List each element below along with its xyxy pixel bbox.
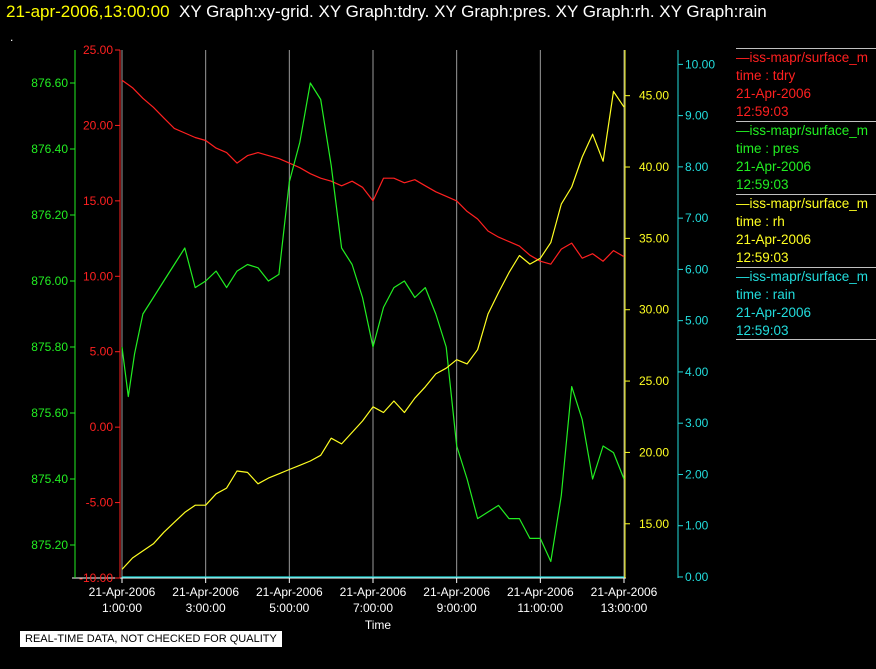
rain-tick-label: 2.00 xyxy=(685,467,709,481)
tdry-tick-label: 10.00 xyxy=(83,269,113,283)
pres-tick-label: 876.00 xyxy=(31,274,68,288)
x-tick-time: 7:00:00 xyxy=(353,601,393,615)
tdry-tick-label: -5.00 xyxy=(86,496,114,510)
pres-tick-label: 876.60 xyxy=(31,76,68,90)
qc-disclaimer: REAL-TIME DATA, NOT CHECKED FOR QUALITY xyxy=(20,631,282,647)
tdry-tick-label: -10.00 xyxy=(79,571,113,585)
x-tick-date: 21-Apr-2006 xyxy=(507,585,574,599)
x-tick-time: 5:00:00 xyxy=(269,601,309,615)
legend-date: 21-Apr-2006 xyxy=(736,86,812,101)
legend-date: 21-Apr-2006 xyxy=(736,159,812,174)
x-tick-date: 21-Apr-2006 xyxy=(89,585,156,599)
x-tick-date: 21-Apr-2006 xyxy=(591,585,658,599)
rain-tick-label: 0.00 xyxy=(685,570,709,584)
rh-tick-label: 45.00 xyxy=(639,89,669,103)
x-tick-time: 9:00:00 xyxy=(437,601,477,615)
rh-tick-label: 40.00 xyxy=(639,160,669,174)
rh-tick-label: 15.00 xyxy=(639,517,669,531)
rain-tick-label: 1.00 xyxy=(685,519,709,533)
tdry-tick-label: 20.00 xyxy=(83,118,113,132)
graph-list: XY Graph:xy-grid. XY Graph:tdry. XY Grap… xyxy=(178,2,767,21)
series-line-tdry xyxy=(121,79,625,265)
x-axis-label: Time xyxy=(365,618,392,632)
rain-tick-label: 10.00 xyxy=(685,57,715,71)
x-tick-date: 21-Apr-2006 xyxy=(423,585,490,599)
x-tick-time: 3:00:00 xyxy=(186,601,226,615)
rain-tick-label: 8.00 xyxy=(685,160,709,174)
legend-time: 12:59:03 xyxy=(736,104,789,119)
legend-time: 12:59:03 xyxy=(736,250,789,265)
rain-tick-label: 6.00 xyxy=(685,262,709,276)
x-tick-date: 21-Apr-2006 xyxy=(172,585,239,599)
marker: . xyxy=(10,30,14,44)
legend-var: time : tdry xyxy=(736,68,796,83)
legend-date: 21-Apr-2006 xyxy=(736,232,812,247)
rain-tick-label: 5.00 xyxy=(685,314,709,328)
rain-tick-label: 9.00 xyxy=(685,109,709,123)
rh-tick-label: 25.00 xyxy=(639,374,669,388)
legend-date: 21-Apr-2006 xyxy=(736,305,812,320)
pres-tick-label: 876.40 xyxy=(31,142,68,156)
rain-tick-label: 4.00 xyxy=(685,365,709,379)
legend-var: time : rain xyxy=(736,287,796,302)
rh-tick-label: 35.00 xyxy=(639,231,669,245)
x-tick-date: 21-Apr-2006 xyxy=(256,585,323,599)
legend-var: time : pres xyxy=(736,141,800,156)
tdry-tick-label: 15.00 xyxy=(83,194,113,208)
timestamp: 21-apr-2006,13:00:00 xyxy=(6,2,170,21)
rain-tick-label: 3.00 xyxy=(685,416,709,430)
tdry-tick-label: 0.00 xyxy=(90,420,114,434)
legend-time: 12:59:03 xyxy=(736,323,789,338)
legend-time: 12:59:03 xyxy=(736,177,789,192)
rh-tick-label: 20.00 xyxy=(639,445,669,459)
chart-title: 21-apr-2006,13:00:00 XY Graph:xy-grid. X… xyxy=(6,2,767,22)
xy-chart: 21-Apr-2006 1:00:00 21-Apr-2006 3:00:00 21-A… xyxy=(31,43,715,632)
series-line-rh xyxy=(121,90,625,570)
x-tick-time: 11:00:00 xyxy=(517,601,563,615)
legend-name: —iss-mapr/surface_m xyxy=(736,50,869,65)
legend: —iss-mapr/surface_m time : tdry 21-Apr-200… xyxy=(736,48,876,340)
pres-tick-label: 875.40 xyxy=(31,472,68,486)
legend-name: —iss-mapr/surface_m xyxy=(736,269,869,284)
x-tick-date: 21-Apr-2006 xyxy=(340,585,407,599)
pres-tick-label: 876.20 xyxy=(31,208,68,222)
rh-tick-label: 30.00 xyxy=(639,303,669,317)
x-tick-time: 1:00:00 xyxy=(102,601,142,615)
pres-tick-label: 875.60 xyxy=(31,406,68,420)
tdry-tick-label: 25.00 xyxy=(83,43,113,57)
tdry-tick-label: 5.00 xyxy=(90,345,114,359)
series-line-pres xyxy=(121,82,625,563)
legend-var: time : rh xyxy=(736,214,785,229)
pres-tick-label: 875.20 xyxy=(31,538,68,552)
legend-name: —iss-mapr/surface_m xyxy=(736,196,869,211)
rain-tick-label: 7.00 xyxy=(685,211,709,225)
pres-tick-label: 875.80 xyxy=(31,340,68,354)
legend-name: —iss-mapr/surface_m xyxy=(736,123,869,138)
x-tick-time: 13:00:00 xyxy=(601,601,648,615)
